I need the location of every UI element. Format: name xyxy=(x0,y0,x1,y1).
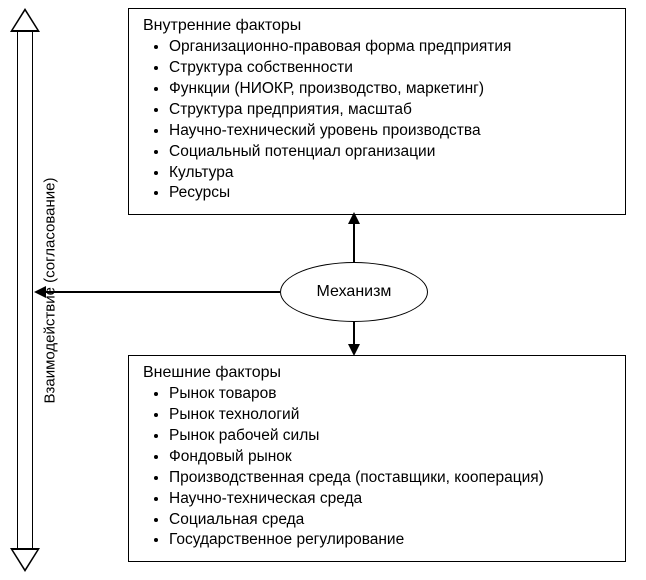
arrow-up-icon xyxy=(348,212,360,224)
list-item: Организационно-правовая форма предприяти… xyxy=(169,37,611,58)
external-factors-title: Внешние факторы xyxy=(143,364,611,382)
list-item: Государственное регулирование xyxy=(169,530,611,551)
list-item: Функции (НИОКР, производство, маркетинг) xyxy=(169,79,611,100)
external-factors-box: Внешние факторы Рынок товаров Рынок техн… xyxy=(128,355,626,562)
internal-factors-list: Организационно-правовая форма предприяти… xyxy=(151,37,611,204)
interaction-arrow-head-down-icon xyxy=(10,548,40,572)
list-item: Рынок технологий xyxy=(169,405,611,426)
list-item: Рынок рабочей силы xyxy=(169,426,611,447)
arrow-left-icon xyxy=(34,286,46,298)
list-item: Структура предприятия, масштаб xyxy=(169,100,611,121)
connector-left-line xyxy=(45,291,280,293)
interaction-arrow-shaft xyxy=(17,30,33,550)
list-item: Структура собственности xyxy=(169,58,611,79)
interaction-arrow-head-up-icon xyxy=(10,8,40,32)
mechanism-node: Механизм xyxy=(280,262,428,322)
list-item: Фондовый рынок xyxy=(169,447,611,468)
external-factors-list: Рынок товаров Рынок технологий Рынок раб… xyxy=(151,384,611,551)
list-item: Ресурсы xyxy=(169,183,611,204)
diagram-container: Взаимодействие (согласование) Внутренние… xyxy=(0,0,646,580)
arrow-down-icon xyxy=(348,344,360,356)
list-item: Научно-технический уровень производства xyxy=(169,121,611,142)
mechanism-label: Механизм xyxy=(317,283,392,301)
list-item: Научно-техническая среда xyxy=(169,489,611,510)
list-item: Культура xyxy=(169,163,611,184)
internal-factors-title: Внутренние факторы xyxy=(143,17,611,35)
list-item: Социальный потенциал организации xyxy=(169,142,611,163)
internal-factors-box: Внутренние факторы Организационно-правов… xyxy=(128,8,626,215)
connector-up-line xyxy=(353,222,355,262)
list-item: Рынок товаров xyxy=(169,384,611,405)
list-item: Производственная среда (поставщики, кооп… xyxy=(169,468,611,489)
list-item: Социальная среда xyxy=(169,510,611,531)
